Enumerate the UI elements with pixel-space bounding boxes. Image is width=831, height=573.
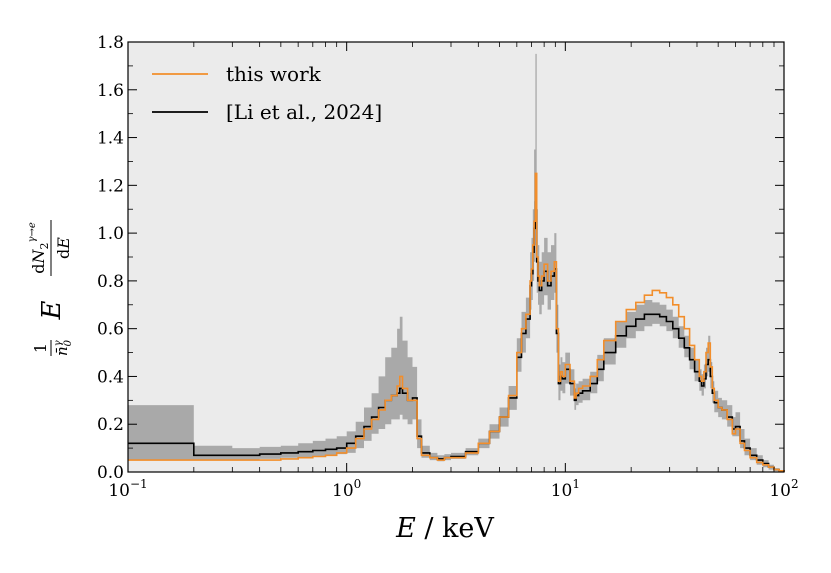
legend: this work [Li et al., 2024] bbox=[152, 62, 382, 124]
legend-label-li-2024: [Li et al., 2024] bbox=[226, 100, 382, 124]
plot-area bbox=[128, 42, 784, 472]
y-tick-label: 1.0 bbox=[97, 224, 124, 244]
x-tick-label: 101 bbox=[551, 477, 580, 501]
y-tick-label: 0.2 bbox=[97, 415, 124, 435]
uncertainty-band-layer bbox=[128, 53, 784, 473]
y-label-dE: dE bbox=[54, 237, 73, 259]
tick-layer bbox=[127, 41, 785, 473]
x-tick-label: 10−1 bbox=[108, 477, 147, 501]
y-tick-label: 1.6 bbox=[97, 81, 124, 101]
y-label-dN: dN2γ→e bbox=[27, 222, 51, 274]
y-label-one: 1 bbox=[31, 343, 50, 353]
y-tick-label: 1.4 bbox=[97, 129, 124, 149]
series-this-work bbox=[128, 172, 785, 472]
y-tick-label: 0.8 bbox=[97, 272, 124, 292]
x-tick-label: 102 bbox=[769, 477, 798, 501]
y-label-n0: n̄γ0 bbox=[53, 339, 74, 356]
x-tick-label: 100 bbox=[332, 477, 361, 501]
x-tick-labels: 10−1 100 101 102 bbox=[108, 477, 798, 501]
y-tick-label: 0.0 bbox=[97, 463, 124, 483]
y-tick-label: 1.8 bbox=[97, 33, 124, 53]
y-axis-label: 1 n̄γ0 E dN2γ→e dE bbox=[27, 220, 74, 356]
y-label-E: E bbox=[37, 300, 67, 320]
y-tick-label: 1.2 bbox=[97, 176, 124, 196]
legend-label-this-work: this work bbox=[226, 62, 322, 86]
y-tick-labels: 0.0 0.2 0.4 0.6 0.8 1.0 1.2 1.4 1.6 1.8 bbox=[97, 33, 124, 483]
x-axis-label: E / keV bbox=[395, 513, 494, 544]
series-layer bbox=[128, 172, 785, 472]
uncertainty-band-li-2024 bbox=[128, 53, 784, 473]
y-tick-label: 0.4 bbox=[97, 367, 124, 387]
y-tick-label: 0.6 bbox=[97, 320, 124, 340]
